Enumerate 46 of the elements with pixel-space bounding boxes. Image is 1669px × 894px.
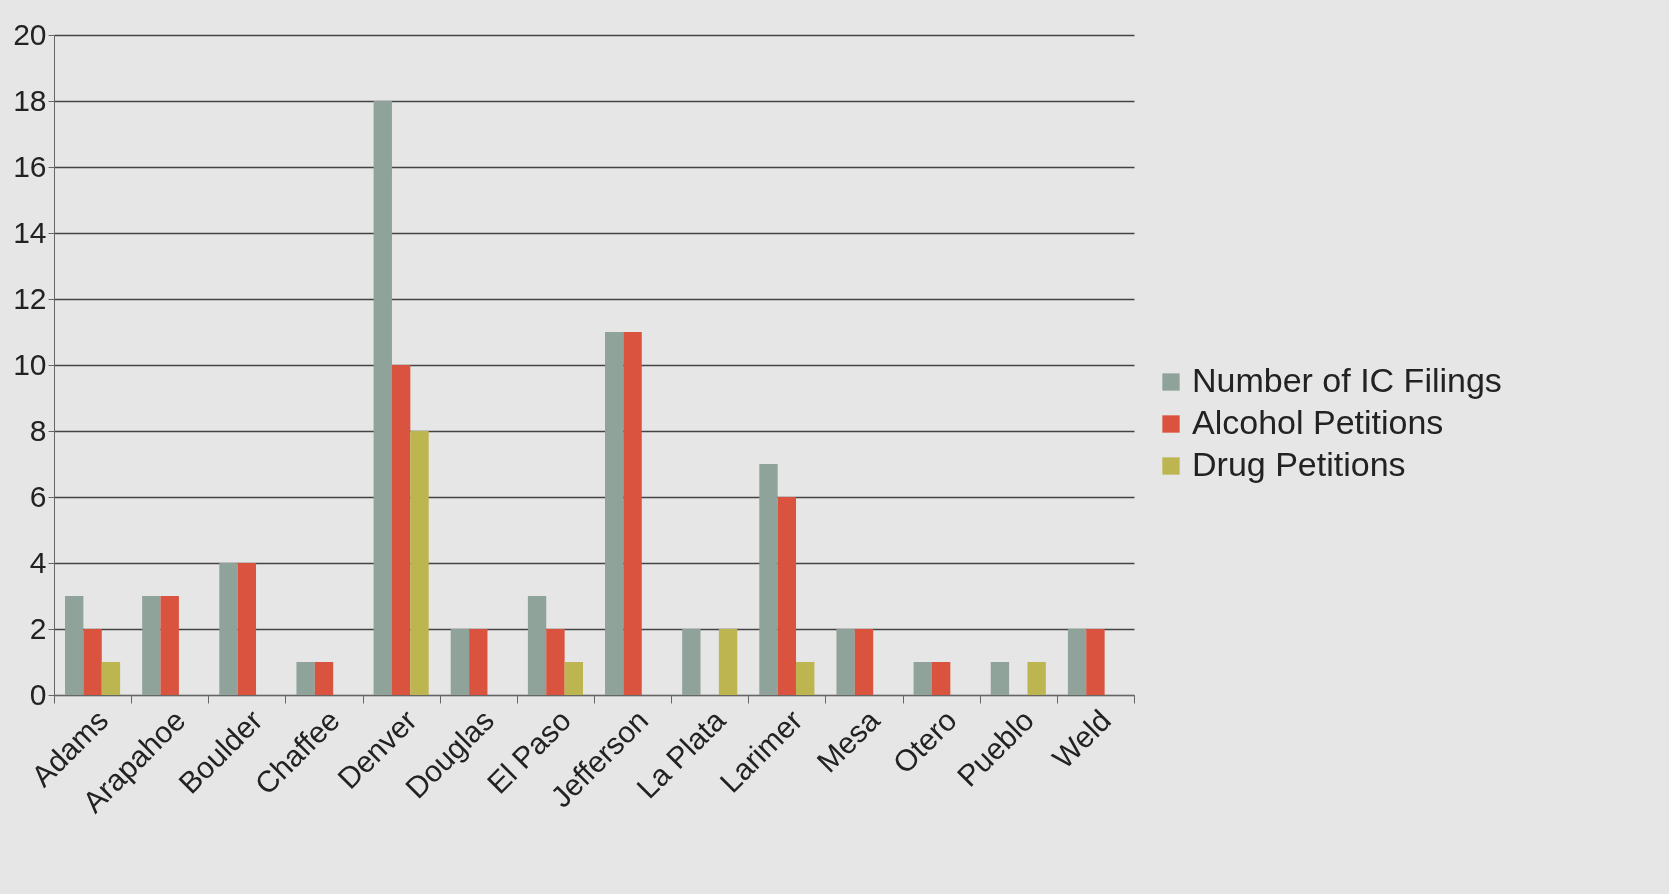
bar — [990, 662, 1010, 695]
bar — [314, 662, 334, 695]
bar — [546, 629, 565, 695]
legend-label: Drug Petitions — [1192, 445, 1406, 483]
bar — [237, 563, 257, 695]
y-tick-label: 14 — [13, 215, 47, 249]
bar — [83, 629, 102, 695]
bar — [682, 629, 701, 695]
bar — [854, 629, 874, 695]
bar — [605, 332, 624, 695]
bar — [623, 332, 642, 695]
legend-label: Number of IC Filings — [1192, 361, 1502, 399]
legend-label: Alcohol Petitions — [1192, 403, 1444, 441]
bar — [913, 662, 932, 695]
y-tick-label: 2 — [29, 611, 47, 645]
y-tick-label: 0 — [29, 677, 47, 711]
y-tick-label: 6 — [29, 479, 47, 513]
bar — [65, 596, 84, 695]
bar — [410, 431, 429, 695]
bar — [564, 662, 583, 695]
bar — [1067, 629, 1087, 695]
bar — [219, 563, 238, 695]
y-tick-label: 4 — [29, 545, 47, 579]
bar — [101, 662, 121, 695]
bar — [142, 596, 161, 695]
y-tick-label: 16 — [13, 149, 47, 183]
bar — [296, 662, 315, 695]
bar — [373, 101, 392, 695]
y-tick-label: 8 — [29, 413, 47, 447]
y-tick-label: 10 — [13, 347, 47, 381]
bar — [777, 497, 797, 695]
bar — [527, 596, 547, 695]
bar — [391, 365, 411, 695]
bar — [450, 629, 470, 695]
bar — [718, 629, 738, 695]
y-tick-label: 20 — [13, 17, 47, 51]
bar — [160, 596, 179, 695]
y-tick-label: 12 — [13, 281, 47, 315]
bar — [759, 464, 778, 695]
bar — [469, 629, 488, 695]
bar — [1027, 662, 1046, 695]
bar — [1086, 629, 1105, 695]
bar — [836, 629, 855, 695]
bar — [931, 662, 951, 695]
y-tick-label: 18 — [13, 83, 47, 117]
bar — [796, 662, 815, 695]
